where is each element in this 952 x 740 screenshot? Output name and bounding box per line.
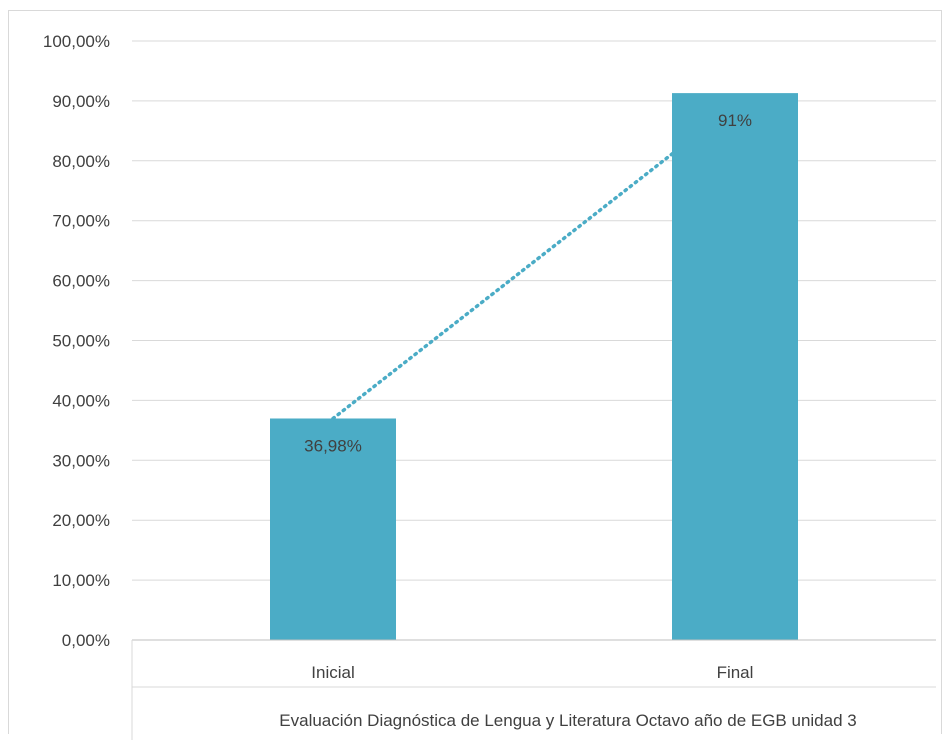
data-label: 36,98% [304,436,362,455]
y-tick-label: 40,00% [52,391,110,410]
trendline [331,148,679,421]
bar-inicial [270,418,396,640]
y-tick-label: 30,00% [52,451,110,470]
trendline-layer [331,148,679,421]
x-axis-title: Evaluación Diagnóstica de Lengua y Liter… [279,711,856,730]
y-tick-label: 20,00% [52,511,110,530]
data-label: 91% [718,111,752,130]
y-tick-label: 80,00% [52,152,110,171]
bars [270,93,798,641]
gridlines [132,40,936,581]
chart-frame [8,10,942,734]
y-tick-label: 60,00% [52,272,110,291]
y-tick-label: 90,00% [52,92,110,111]
category-labels: Inicial Final [311,663,753,682]
y-tick-label: 50,00% [52,332,110,351]
y-axis-ticks: 0,00% 10,00% 20,00% 30,00% 40,00% 50,00% 60,00… [43,32,110,650]
data-labels: 36,98% 91% [304,111,752,455]
category-label: Final [717,663,754,682]
y-tick-label: 10,00% [52,571,110,590]
bar-final [672,93,798,641]
y-tick-label: 0,00% [62,631,110,650]
y-tick-label: 100,00% [43,32,110,51]
y-tick-label: 70,00% [52,212,110,231]
category-label: Inicial [311,663,354,682]
